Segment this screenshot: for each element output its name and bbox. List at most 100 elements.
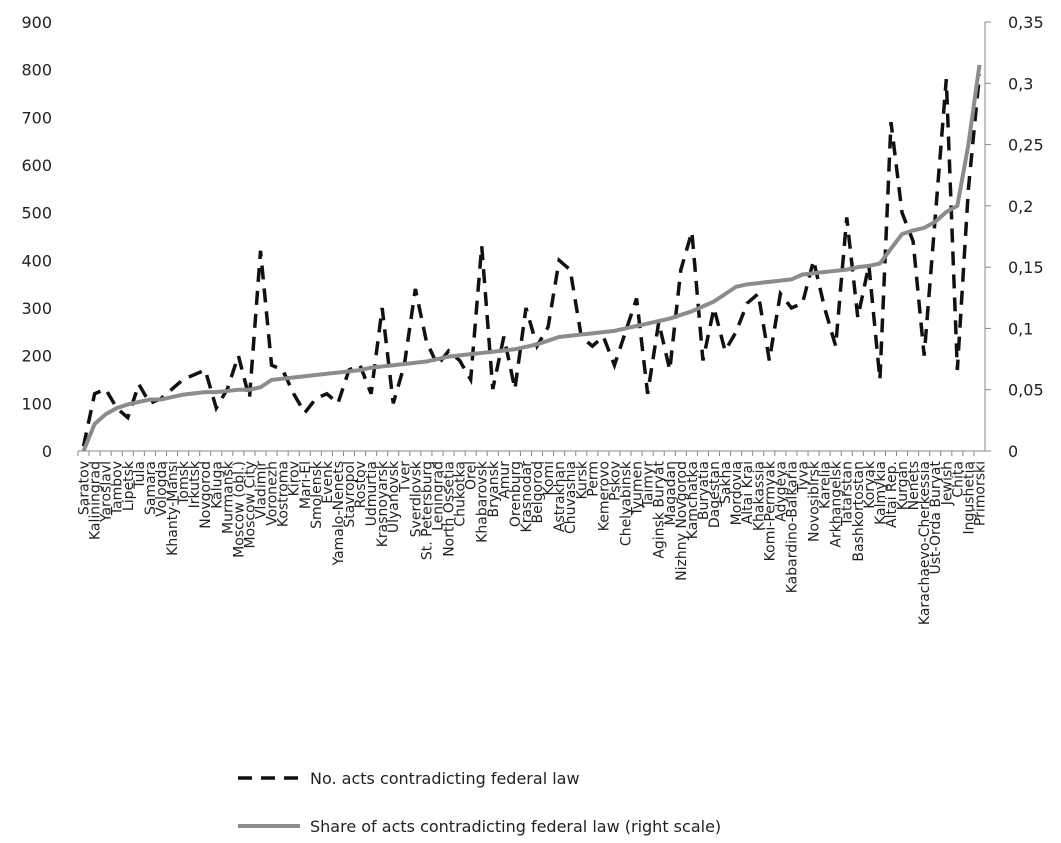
x-tick-label: Novosibirsk [807,460,823,542]
x-tick-label: Magadan [663,461,679,525]
y-tick-label: 200 [21,347,52,366]
x-tick-label: Komi-Permyak [762,460,778,561]
x-tick-label: Kemerovo [596,461,612,531]
series-line [81,64,982,452]
y-tick-label: 900 [21,13,52,32]
x-tick-label: Lipetsk [121,460,137,511]
x-tick-label: Saratov [77,461,93,515]
x-tick-label: Jewish [939,461,955,506]
x-tick-label: Vladimir [254,461,270,519]
x-tick-label: Dagestan [707,461,723,528]
x-tick-label: Nenets [906,461,922,510]
x-tick-label: Novgorod [198,461,214,529]
x-tick-label: Udmurtia [364,461,380,526]
x-tick-label: Bashkortostan [851,461,867,562]
x-tick-label: Kaluga [209,461,225,509]
y2-tick-label: 0,25 [1008,136,1044,155]
x-tick-label: Yaroslavl [99,461,115,523]
x-tick-label: Tatarstan [840,461,856,527]
y2-tick-label: 0,2 [1008,197,1033,216]
x-tick-label: Orel [464,461,480,490]
x-tick-label: Stavropol [342,461,358,528]
x-tick-label: Khakassia [751,461,767,531]
x-tick-label: Buryatia [696,461,712,520]
x-tick-label: Leningrad [430,461,446,531]
x-tick-label: Smolensk [309,460,325,529]
y2-tick-label: 0,1 [1008,319,1033,338]
x-tick-label: Taimyr [641,461,657,509]
x-tick-label: Altai Rep. [884,461,900,528]
x-tick-label: Primorski [972,461,988,526]
x-tick-label: Vologda [154,461,170,517]
x-tick-label: Irkutsk [187,460,203,508]
x-tick-label: Tula [132,461,148,490]
x-tick-label: Komi [541,461,557,496]
x-tick-label: Tomsk [176,460,192,506]
x-tick-label: Tver [397,461,413,493]
x-tick-label: Karachaevo-Cherkessia [917,461,933,625]
x-tick-label: Voronezh [265,461,281,526]
x-tick-label: Kabardino-Balkaria [784,461,800,593]
y-tick-label: 600 [21,156,52,175]
x-tick-label: Murmansk [220,460,236,534]
x-tick-label: Chelyabinsk [619,460,635,546]
x-tick-label: Astrakhan [552,461,568,532]
x-tick-label: Kurgan [895,461,911,510]
x-tick-label: Aginsk Buryat [652,460,668,558]
y-tick-label: 500 [21,204,52,223]
x-tick-label: Krasnoyarsk [375,460,391,547]
x-tick-label: Rostov [353,461,369,508]
x-tick-label: Pskov [607,461,623,501]
series-line [81,74,982,447]
x-tick-label: Arkhangelsk [829,460,845,547]
x-tick-label: Sverdlovsk [408,460,424,537]
x-tick-label: Altai Krai [740,461,756,524]
y-tick-label: 0 [42,442,52,461]
x-tick-label: Kalmykia [873,461,889,525]
y2-tick-label: 0,35 [1008,13,1044,32]
x-tick-label: Chuvashia [563,461,579,534]
x-tick-label: Mari-El [298,461,314,509]
x-tick-label: Karelia [818,461,834,509]
x-tick-label: Koryak [862,460,878,509]
x-tick-label: St. Petersburg [419,461,435,560]
y2-tick-label: 0,05 [1008,381,1044,400]
legend-label: No. acts contradicting federal law [310,769,580,788]
x-tick-label: Adygeya [773,461,789,522]
x-tick-label: Moscow (obl.) [231,461,247,558]
y2-tick-label: 0,15 [1008,258,1044,277]
x-tick-label: Yamalo-Nenets [331,461,347,567]
x-tick-label: Kirov [287,461,303,496]
x-tick-label: Bryansk [486,460,502,517]
y-tick-label: 400 [21,251,52,270]
y-tick-label: 100 [21,394,52,413]
x-tick-label: Ust-Orda Buryat [928,461,944,575]
y2-tick-label: 0,3 [1008,74,1033,93]
x-tick-label: Perm [585,461,601,497]
x-tick-label: Tyumen [630,461,646,517]
x-tick-label: Belgorod [530,461,546,523]
x-tick-label: Khabarovsk [475,460,491,543]
x-tick-label: Kaliningrad [88,461,104,540]
x-tick-label: Kamchatka [685,461,701,539]
x-tick-label: Nizhny Novgorod [674,461,690,581]
x-tick-label: Orenburg [508,461,524,527]
y-tick-label: 300 [21,299,52,318]
x-tick-label: Chita [950,461,966,498]
x-tick-label: Moscow City [242,461,258,549]
x-tick-label: Ingushetia [961,461,977,535]
legend-label: Share of acts contradicting federal law … [310,817,721,836]
x-tick-label: Sakha [718,461,734,504]
x-tick-label: Khanty-Mansi [165,461,181,556]
x-tick-label: Amur [497,461,513,499]
x-tick-label: Kursk [574,460,590,499]
x-tick-label: Samara [143,461,159,515]
x-tick-label: Ulyanovsk [386,460,402,533]
x-tick-label: Kostroma [276,461,292,527]
y-tick-label: 800 [21,61,52,80]
y-tick-label: 700 [21,108,52,127]
y2-tick-label: 0 [1008,442,1018,461]
x-tick-label: Tambov [110,461,126,516]
